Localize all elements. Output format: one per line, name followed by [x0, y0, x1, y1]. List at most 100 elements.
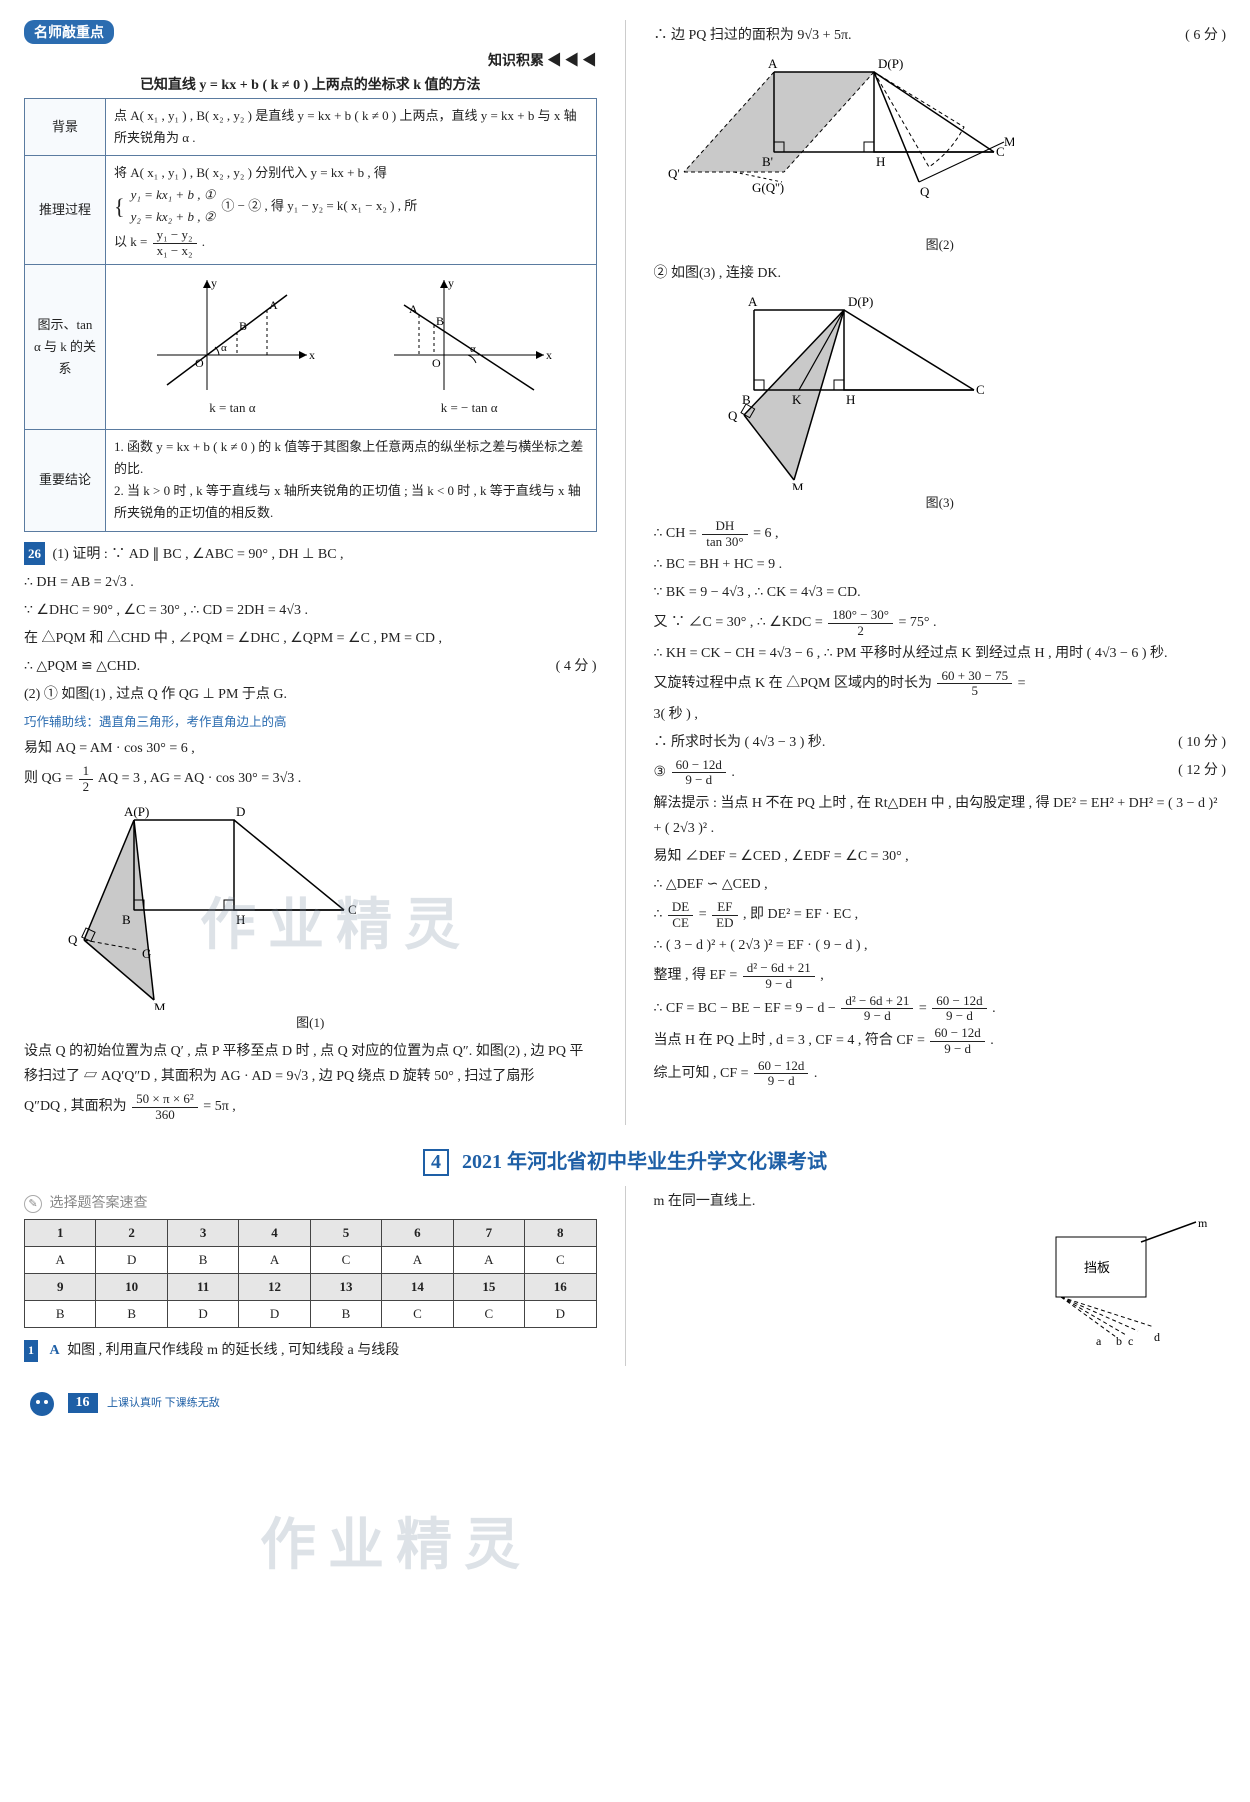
concl-2: 2. 当 k > 0 时 , k 等于直线与 x 轴所夹锐角的正切值 ; 当 k… [114, 480, 588, 524]
svg-text:D: D [236, 804, 245, 819]
r7: ∴ KH = CK − CH = 4√3 − 6 , ∴ PM 平移时从经过点 … [654, 641, 1227, 666]
answers-header-1: 12 34 56 78 [25, 1219, 597, 1246]
exam-num: 4 [423, 1149, 449, 1176]
r12: 解法提示 : 当点 H 不在 PQ 上时 , 在 Rt△DEH 中 , 由勾股定… [654, 791, 1227, 841]
r3: ∴ CH = DHtan 30° = 6 , [654, 519, 1227, 549]
svg-text:H: H [846, 392, 855, 407]
svg-text:b: b [1116, 1334, 1122, 1347]
row-bg-text: 点 A( x₁ , y₁ ) , B( x₂ , y₂ ) 是直线 y = kx… [106, 99, 597, 156]
r8: 又旋转过程中点 K 在 △PQM 区域内的时长为 60 + 30 − 755 = [654, 669, 1227, 699]
svg-text:M: M [792, 480, 804, 490]
answers-row-1: AD BA CA AC [25, 1246, 597, 1273]
answers-row-2: BB DD BC CD [25, 1300, 597, 1327]
figure-1: A(P) D B H C Q G M 图(1) [24, 800, 597, 1031]
svg-text:α: α [470, 343, 476, 355]
r1: ∴ 边 PQ 扫过的面积为 9√3 + 5π. ( 6 分 ) [654, 23, 1227, 48]
svg-text:G(Q''): G(Q'') [752, 180, 784, 195]
q26-l3: ∵ ∠DHC = 90° , ∠C = 30° , ∴ CD = 2DH = 4… [24, 598, 597, 623]
q26-l7: 易知 AQ = AM · cos 30° = 6 , [24, 736, 597, 761]
r14: ∴ △DEF ∽ △CED , [654, 872, 1227, 897]
proc-eq1: y₁ = kx₁ + b , ① [131, 184, 216, 206]
watermark: 作业精灵 [260, 1500, 532, 1581]
svg-text:D(P): D(P) [848, 294, 873, 309]
proc-line1: 将 A( x₁ , y₁ ) , B( x₂ , y₂ ) 分别代入 y = k… [114, 162, 588, 184]
svg-text:A: A [748, 294, 758, 309]
r5: ∵ BK = 9 − 4√3 , ∴ CK = 4√3 = CD. [654, 580, 1227, 605]
svg-text:D(P): D(P) [878, 56, 903, 71]
left-column: 名师敲重点 知识积累 ◀ ◀ ◀ 已知直线 y = kx + b ( k ≠ 0… [24, 20, 597, 1125]
svg-text:H: H [236, 912, 245, 927]
proc-k-frac: y₁ − y₂ x₁ − x₂ [153, 228, 197, 258]
q1-line: 1 A 如图 , 利用直尺作线段 m 的延长线 , 可知线段 a 与线段 [24, 1338, 597, 1363]
exam-divider [625, 1186, 626, 1366]
score-12: ( 12 分 ) [1178, 758, 1226, 783]
q26-line1: 26 (1) 证明 : ∵ AD ∥ BC , ∠ABC = 90° , DH … [24, 542, 597, 567]
svg-text:M: M [1004, 134, 1014, 149]
r13: 易知 ∠DEF = ∠CED , ∠EDF = ∠C = 30° , [654, 844, 1227, 869]
svg-text:Q: Q [68, 932, 78, 947]
svg-text:B: B [742, 392, 751, 407]
row-bg-label: 背景 [25, 99, 106, 156]
q26-l5: ∴ △PQM ≌ △CHD. ( 4 分 ) [24, 654, 597, 679]
answers-table: 12 34 56 78 AD BA CA AC 910 1112 1314 15… [24, 1219, 597, 1328]
r18: ∴ CF = BC − BE − EF = 9 − d − d² − 6d + … [654, 994, 1227, 1024]
subheader: 知识积累 ◀ ◀ ◀ [24, 50, 597, 70]
q26-l10: Q″DQ , 其面积为 50 × π × 6²360 = 5π , [24, 1092, 597, 1122]
column-divider [625, 20, 626, 1125]
graph-cap1: k = tan α [147, 397, 317, 419]
svg-text:c: c [1128, 1334, 1133, 1347]
q26-l4: 在 △PQM 和 △CHD 中 , ∠PQM = ∠DHC , ∠QPM = ∠… [24, 626, 597, 651]
row-graph-label: 图示、tan α 与 k 的关系 [25, 265, 106, 430]
svg-text:K: K [792, 392, 802, 407]
q26-num: 26 [24, 542, 45, 565]
r11: ③ 60 − 12d9 − d . ( 12 分 ) [654, 758, 1227, 788]
row-concl-text: 1. 函数 y = kx + b ( k ≠ 0 ) 的 k 值等于其图象上任意… [106, 430, 597, 531]
score-6: ( 6 分 ) [1185, 23, 1226, 48]
score-10: ( 10 分 ) [1178, 730, 1226, 755]
svg-text:A(P): A(P) [124, 804, 149, 819]
svg-text:B': B' [762, 154, 773, 169]
q26-l2: ∴ DH = AB = 2√3 . [24, 570, 597, 595]
concl-1: 1. 函数 y = kx + b ( k ≠ 0 ) 的 k 值等于其图象上任意… [114, 436, 588, 480]
figure-3: A D(P) B K H C Q M 图(3) [654, 290, 1227, 511]
fig3-caption: 图(3) [654, 492, 1227, 511]
svg-text:C: C [976, 382, 985, 397]
section-badge: 名师敲重点 [24, 20, 114, 44]
exam-title: 4 2021 年河北省初中毕业生升学文化课考试 [24, 1145, 1226, 1176]
page-columns: 名师敲重点 知识积累 ◀ ◀ ◀ 已知直线 y = kx + b ( k ≠ 0… [24, 20, 1226, 1125]
svg-text:H: H [876, 154, 885, 169]
figure-2: A D(P) B' H C Q' G(Q'') Q M 图(2) [654, 52, 1227, 253]
r10: ∴ 所求时长为 ( 4√3 − 3 ) 秒. ( 10 分 ) [654, 730, 1227, 755]
graph-neg: x y O A B α [384, 275, 554, 419]
r6: 又 ∵ ∠C = 30° , ∴ ∠KDC = 180° − 30°2 = 75… [654, 608, 1227, 638]
proc-sub: ① − ② , 得 y₁ − y₂ = k( x₁ − x₂ ) , 所 [221, 195, 417, 217]
svg-text:G: G [142, 946, 151, 961]
svg-text:M: M [154, 1000, 166, 1010]
fig2-caption: 图(2) [654, 234, 1227, 253]
r9: 3( 秒 ) , [654, 702, 1227, 727]
svg-text:B: B [239, 319, 247, 333]
mini-figure: 挡板 m a b c d [1026, 1217, 1226, 1347]
svg-text:Q: Q [728, 408, 738, 423]
svg-text:a: a [1096, 1334, 1102, 1347]
subheader-text: 知识积累 ◀ ◀ ◀ [488, 54, 597, 69]
svg-text:α: α [221, 342, 227, 354]
answer-badge: ✎ 选择题答案速查 [24, 1192, 597, 1213]
r4: ∴ BC = BH + HC = 9 . [654, 552, 1227, 577]
row-proc-text: 将 A( x₁ , y₁ ) , B( x₂ , y₂ ) 分别代入 y = k… [106, 156, 597, 265]
svg-text:B: B [436, 314, 444, 328]
q26-l8: 则 QG = 12 AQ = 3 , AG = AQ · cos 30° = 3… [24, 764, 597, 794]
exam-left: ✎ 选择题答案速查 12 34 56 78 AD BA CA AC 910 11… [24, 1186, 597, 1366]
svg-text:A: A [409, 302, 418, 316]
info-table: 背景 点 A( x₁ , y₁ ) , B( x₂ , y₂ ) 是直线 y =… [24, 98, 597, 532]
row-graph-cell: x y O A B α [106, 265, 597, 430]
r17: 整理 , 得 EF = d² − 6d + 219 − d , [654, 961, 1227, 991]
r2: ② 如图(3) , 连接 DK. [654, 261, 1227, 286]
page-number: 16 [68, 1393, 98, 1413]
mini-label-svg: 挡板 [1084, 1260, 1110, 1275]
svg-text:d: d [1154, 1330, 1160, 1344]
svg-text:m: m [1198, 1217, 1208, 1230]
lock-icon: ✎ [24, 1195, 42, 1213]
q26-l9: 设点 Q 的初始位置为点 Q′ , 点 P 平移至点 D 时 , 点 Q 对应的… [24, 1039, 597, 1089]
svg-text:O: O [432, 356, 441, 370]
